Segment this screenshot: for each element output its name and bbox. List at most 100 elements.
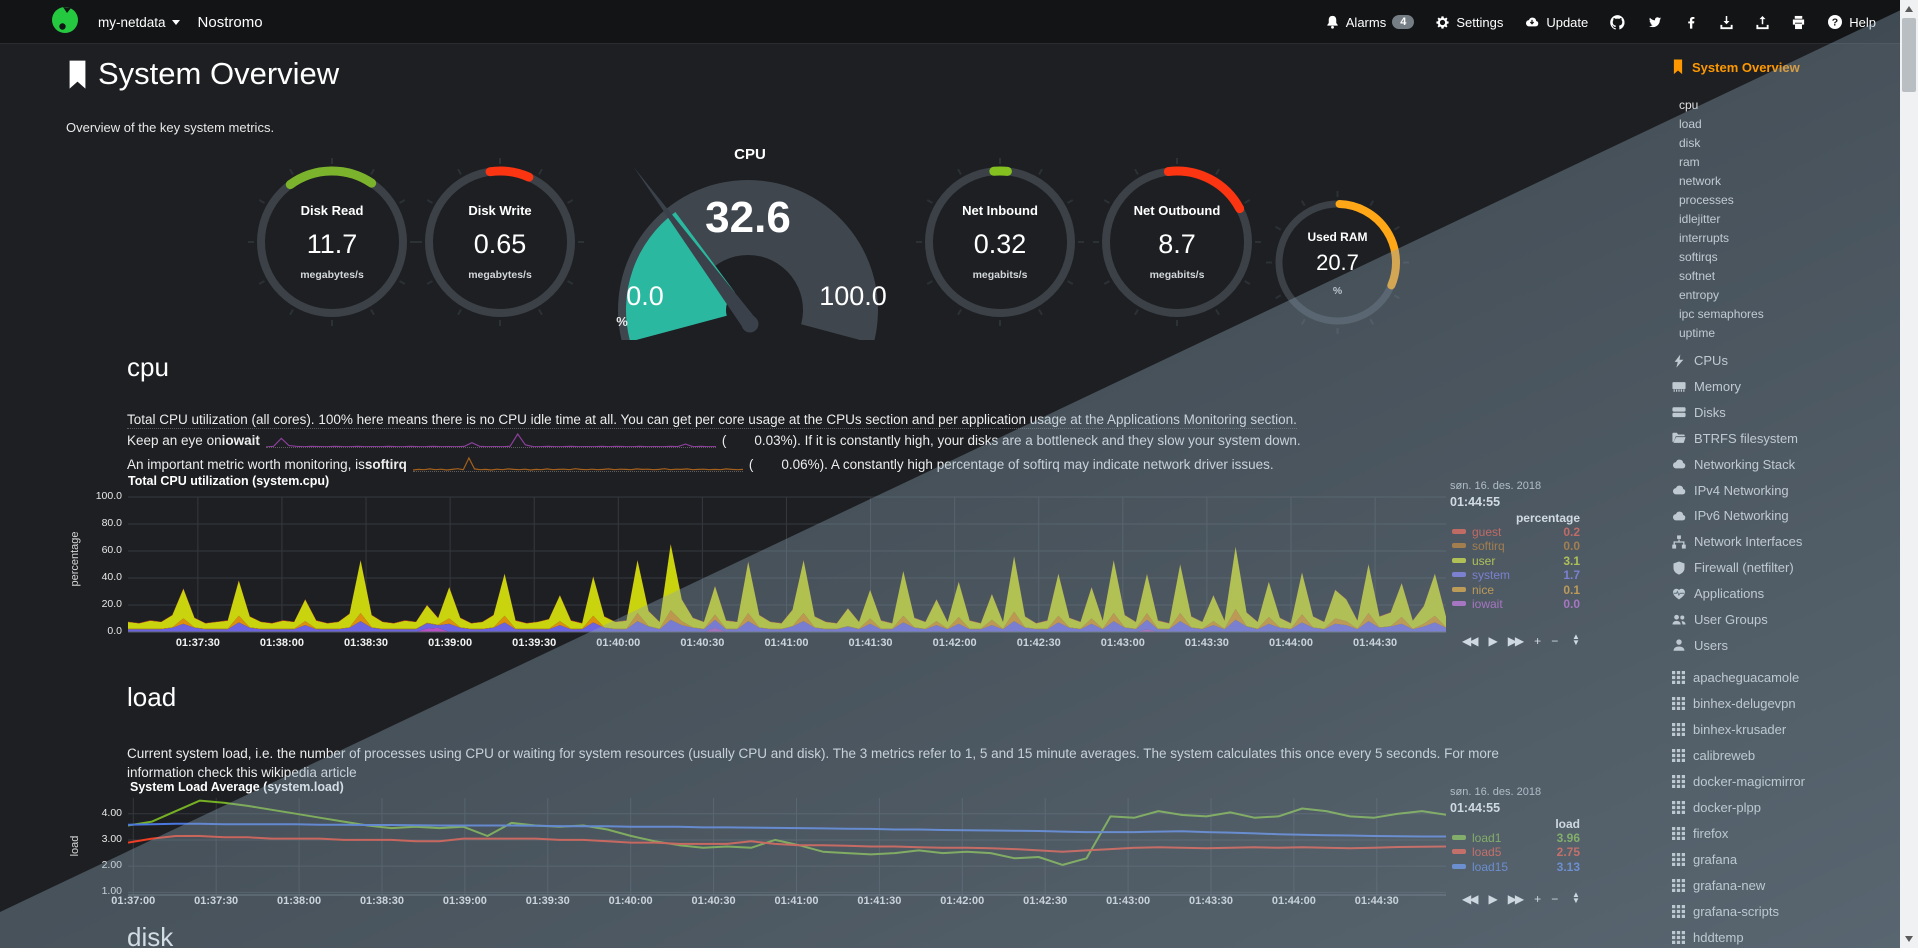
net-outbound-gauge[interactable]: Net Outbound 8.7 megabits/s <box>1093 158 1261 326</box>
cpu-gauge[interactable]: 32.6 0.0 100.0% <box>600 140 900 344</box>
legend-row-softirq[interactable]: softirq 0.0 <box>1450 539 1580 553</box>
forward-button[interactable]: ▶▶ <box>1507 634 1525 648</box>
sidebar-app-firefox[interactable]: firefox <box>1672 826 1897 841</box>
page-scrollbar[interactable] <box>1900 0 1918 948</box>
zoom-out-button[interactable]: − <box>1551 892 1558 906</box>
rewind-button[interactable]: ◀◀ <box>1462 634 1479 648</box>
load-chart-plot[interactable] <box>128 798 1446 898</box>
cpu-chart-plot[interactable] <box>128 490 1446 636</box>
sidebar-section-applications[interactable]: Applications <box>1672 586 1897 601</box>
legend-row-system[interactable]: system 1.7 <box>1450 568 1580 582</box>
svg-text:100.0: 100.0 <box>819 281 887 311</box>
zoom-in-button[interactable]: + <box>1534 892 1541 906</box>
sidebar-item-network[interactable]: network <box>1679 174 1722 188</box>
sidebar-section-users[interactable]: Users <box>1672 638 1897 653</box>
resize-handle[interactable]: ▲ ▼ <box>1572 632 1580 647</box>
sidebar-section-memory[interactable]: Memory <box>1672 379 1897 394</box>
x-tick-label: 01:44:30 <box>1354 895 1399 907</box>
rewind-button[interactable]: ◀◀ <box>1462 892 1479 906</box>
upload-icon <box>1756 15 1769 29</box>
hostname-link[interactable]: Nostromo <box>197 13 263 31</box>
sidebar-item-cpu[interactable]: cpu <box>1679 98 1699 112</box>
play-button[interactable]: ▶ <box>1488 634 1497 648</box>
sidebar-section-ipv6-networking[interactable]: IPv6 Networking <box>1672 508 1897 523</box>
y-tick-label: 3.00 <box>101 833 122 845</box>
sidebar-item-interrupts[interactable]: interrupts <box>1679 231 1730 245</box>
sidebar-item-softnet[interactable]: softnet <box>1679 269 1716 283</box>
sidebar-item-entropy[interactable]: entropy <box>1679 288 1720 302</box>
y-tick-label: 2.00 <box>101 859 122 871</box>
sidebar-section-firewall-netfilter-[interactable]: Firewall (netfilter) <box>1672 560 1897 575</box>
sidebar-section-networking-stack[interactable]: Networking Stack <box>1672 457 1897 472</box>
legend-row-iowait[interactable]: iowait 0.0 <box>1450 597 1580 611</box>
update-button[interactable]: Update <box>1524 15 1588 30</box>
twitter-link[interactable] <box>1647 15 1663 29</box>
zoom-in-button[interactable]: + <box>1534 634 1541 648</box>
netdata-logo[interactable] <box>50 5 80 40</box>
sidebar-item-processes[interactable]: processes <box>1679 193 1734 207</box>
zoom-out-button[interactable]: − <box>1551 634 1558 648</box>
facebook-link[interactable] <box>1684 15 1698 30</box>
sidebar-item-disk[interactable]: disk <box>1679 136 1701 150</box>
legend-row-load1[interactable]: load1 3.96 <box>1450 831 1580 845</box>
sidebar-app-binhex-delugevpn[interactable]: binhex-delugevpn <box>1672 696 1897 711</box>
sidebar-app-grafana[interactable]: grafana <box>1672 852 1897 867</box>
svg-text:32.6: 32.6 <box>705 193 791 242</box>
import-snapshot-button[interactable] <box>1755 15 1770 30</box>
sidebar-item-softirqs[interactable]: softirqs <box>1679 250 1718 264</box>
legend-value: 0.0 <box>1563 597 1580 611</box>
play-button[interactable]: ▶ <box>1488 892 1497 906</box>
sidebar-app-apacheguacamole[interactable]: apacheguacamole <box>1672 670 1897 685</box>
sidebar-item-idlejitter[interactable]: idlejitter <box>1679 212 1721 226</box>
print-button[interactable] <box>1791 15 1806 30</box>
shield-icon <box>1673 561 1685 575</box>
alarms-button[interactable]: Alarms 4 <box>1325 14 1415 30</box>
sidebar-item-load[interactable]: load <box>1679 117 1702 131</box>
sidebar-section-btrfs-filesystem[interactable]: BTRFS filesystem <box>1672 431 1897 446</box>
sidebar-app-docker-plpp[interactable]: docker-plpp <box>1672 800 1897 815</box>
sidebar-app-docker-magicmirror[interactable]: docker-magicmirror <box>1672 774 1897 789</box>
scrollbar-down-arrow[interactable] <box>1905 936 1913 942</box>
disk-read-gauge[interactable]: Disk Read 11.7 megabytes/s <box>248 158 416 326</box>
settings-button[interactable]: Settings <box>1435 15 1503 30</box>
net-inbound-gauge[interactable]: Net Inbound 0.32 megabits/s <box>916 158 1084 326</box>
legend-row-user[interactable]: user 3.1 <box>1450 554 1580 568</box>
sidebar-section-network-interfaces[interactable]: Network Interfaces <box>1672 534 1897 549</box>
legend-name: load5 <box>1472 845 1502 860</box>
scrollbar-thumb[interactable] <box>1902 18 1916 92</box>
sidebar-app-grafana-new[interactable]: grafana-new <box>1672 878 1897 893</box>
sidebar-item-ipc-semaphores[interactable]: ipc semaphores <box>1679 307 1764 321</box>
disk-write-gauge[interactable]: Disk Write 0.65 megabytes/s <box>416 158 584 326</box>
help-button[interactable]: ? Help <box>1827 14 1876 30</box>
iowait-sparkline[interactable] <box>265 432 716 448</box>
softirq-sparkline[interactable] <box>412 456 743 472</box>
disk-read-units: megabytes/s <box>300 269 364 281</box>
export-snapshot-button[interactable] <box>1719 15 1734 30</box>
y-tick-label: 20.0 <box>101 598 122 610</box>
x-tick-label: 01:42:30 <box>1023 895 1068 907</box>
sidebar-app-hddtemp[interactable]: hddtemp <box>1672 930 1897 945</box>
sidebar-section-cpus[interactable]: CPUs <box>1672 353 1897 368</box>
sidebar-section-ipv4-networking[interactable]: IPv4 Networking <box>1672 483 1897 498</box>
sidebar-item-ram[interactable]: ram <box>1679 155 1700 169</box>
sidebar-app-grafana-scripts[interactable]: grafana-scripts <box>1672 904 1897 919</box>
disks-icon <box>1672 407 1686 418</box>
legend-swatch <box>1452 572 1466 578</box>
legend-row-load15[interactable]: load15 3.13 <box>1450 860 1580 874</box>
sidebar-app-calibreweb[interactable]: calibreweb <box>1672 748 1897 763</box>
sidebar-section-disks[interactable]: Disks <box>1672 405 1897 420</box>
legend-row-guest[interactable]: guest 0.2 <box>1450 525 1580 539</box>
legend-row-nice[interactable]: nice 0.1 <box>1450 583 1580 597</box>
legend-row-load5[interactable]: load5 2.75 <box>1450 845 1580 859</box>
forward-button[interactable]: ▶▶ <box>1507 892 1525 906</box>
sidebar-section-user-groups[interactable]: User Groups <box>1672 612 1897 627</box>
resize-handle[interactable]: ▲ ▼ <box>1572 890 1580 905</box>
used-ram-gauge[interactable]: Used RAM 20.7% <box>1266 191 1409 334</box>
sidebar-item-system-overview[interactable]: System Overview <box>1672 59 1897 75</box>
scrollbar-up-arrow[interactable] <box>1905 6 1913 12</box>
my-netdata-dropdown[interactable]: my-netdata <box>98 15 180 30</box>
load-chart-title: System Load Average (system.load) <box>130 780 344 794</box>
github-link[interactable] <box>1609 14 1626 31</box>
sidebar-app-binhex-krusader[interactable]: binhex-krusader <box>1672 722 1897 737</box>
sidebar-item-uptime[interactable]: uptime <box>1679 326 1716 340</box>
